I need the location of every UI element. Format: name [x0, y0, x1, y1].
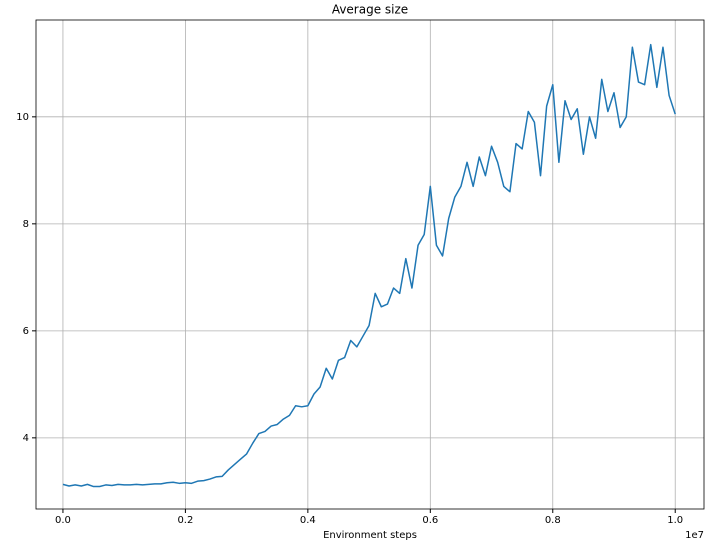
- x-axis-label: Environment steps: [323, 530, 417, 541]
- y-tick-label: 4: [23, 433, 29, 444]
- chart-title: Average size: [332, 3, 408, 17]
- plot-frame: [35, 19, 705, 510]
- data-line: [62, 43, 676, 488]
- x-tick-label: 0.6: [422, 515, 438, 526]
- x-tick-label: 0.8: [545, 515, 561, 526]
- y-tick-label: 6: [23, 326, 29, 337]
- y-tick-label: 10: [16, 112, 29, 123]
- x-tick-label: 0.2: [177, 515, 193, 526]
- x-tick-label: 0.0: [55, 515, 71, 526]
- x-tick-label: 0.4: [300, 515, 316, 526]
- y-tick-label: 8: [23, 219, 29, 230]
- x-tick-label: 1.0: [667, 515, 683, 526]
- x-offset-label: 1e7: [685, 530, 704, 541]
